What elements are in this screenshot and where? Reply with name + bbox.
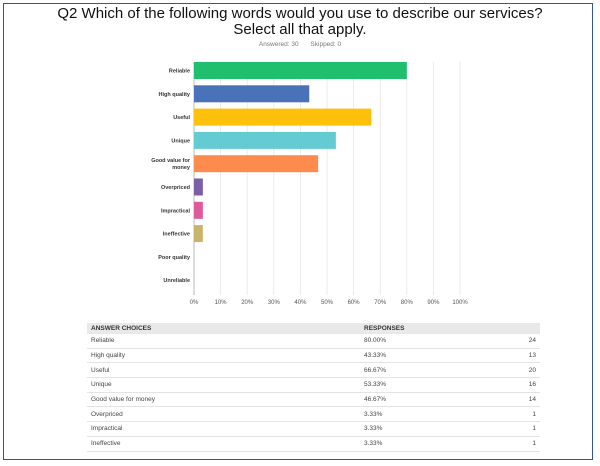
table-row: Good value for money 46.67% 14	[87, 392, 540, 408]
category-label: Unique	[171, 138, 190, 144]
response-summary: Answered: 30 Skipped: 0	[0, 41, 600, 48]
category-label: Overpriced	[161, 185, 190, 191]
response-count-cell: 1	[488, 421, 540, 437]
x-tick-label: 50%	[321, 300, 334, 306]
question-title: Q2 Which of the following words would yo…	[0, 6, 600, 38]
answer-choice-cell: Impractical	[87, 421, 360, 437]
response-percent-cell: 3.33%	[360, 406, 488, 423]
skipped-count: Skipped: 0	[310, 41, 342, 48]
response-percent-cell: 43.33%	[360, 348, 488, 364]
x-tick-label: 40%	[294, 300, 307, 306]
table-row: Impractical 3.33% 1	[87, 421, 540, 437]
category-label: Impractical	[161, 208, 191, 214]
response-count-cell: 16	[488, 377, 540, 393]
response-percent-cell: 46.67%	[360, 392, 488, 408]
response-percent-cell: 3.33%	[360, 436, 488, 452]
x-tick-label: 10%	[215, 300, 228, 306]
x-tick-label: 30%	[268, 300, 281, 306]
header-count	[488, 323, 540, 334]
x-tick-label: 100%	[452, 300, 468, 306]
bar	[194, 62, 407, 79]
bar	[194, 108, 372, 126]
response-percent-cell: 53.33%	[360, 377, 488, 393]
table-row: Useful 66.67% 20	[87, 362, 540, 379]
response-count-cell: 24	[488, 334, 540, 349]
response-count-cell: 13	[488, 348, 540, 364]
header-answer-choices: ANSWER CHOICES	[87, 323, 360, 334]
header-responses: RESPONSES	[360, 323, 488, 334]
category-label: Good value for money	[151, 158, 191, 171]
bar	[194, 225, 203, 243]
bar-chart: 0% 10% 20% 30% 40% 50% 60% 70% 80% 90% 100% Reliabl…	[151, 62, 468, 306]
response-count-cell: 14	[488, 392, 540, 408]
category-label: Useful	[173, 115, 190, 121]
answer-choice-cell: High quality	[87, 348, 360, 364]
table-row: High quality 43.33% 13	[87, 348, 540, 364]
answered-count: Answered: 30	[258, 41, 299, 48]
question-title-line-1: Q2 Which of the following words would yo…	[57, 5, 543, 22]
x-tick-label: 70%	[374, 300, 387, 306]
question-title-line-2: Select all that apply.	[233, 21, 367, 38]
response-percent-cell: 80.00%	[360, 334, 488, 349]
answer-choice-cell: Reliable	[87, 334, 360, 349]
bar	[194, 178, 203, 196]
table-row: Overpriced 3.33% 1	[87, 406, 540, 423]
answer-table: ANSWER CHOICES RESPONSES Reliable 80.00% 2…	[87, 323, 540, 452]
response-count-cell: 1	[488, 436, 540, 452]
response-percent-cell: 66.67%	[360, 362, 488, 379]
category-label: High quality	[159, 92, 191, 98]
bar	[194, 131, 336, 149]
x-tick-label: 20%	[241, 300, 254, 306]
table-row: Unique 53.33% 16	[87, 377, 540, 393]
bar	[194, 155, 319, 173]
response-count-cell: 1	[488, 406, 540, 423]
x-tick-label: 90%	[427, 300, 440, 306]
bar	[194, 85, 310, 103]
category-label: Reliable	[169, 69, 190, 75]
bar	[194, 201, 203, 219]
x-tick-label: 0%	[190, 300, 199, 306]
x-tick-label: 80%	[401, 300, 414, 306]
table-row: Ineffective 3.33% 1	[87, 436, 540, 452]
x-tick-label: 60%	[348, 300, 361, 306]
answer-choice-cell: Unique	[87, 377, 360, 393]
response-percent-cell: 3.33%	[360, 421, 488, 437]
response-count-cell: 20	[488, 362, 540, 379]
answer-choice-cell: Good value for money	[87, 392, 360, 408]
category-label: Ineffective	[163, 232, 190, 238]
category-label: Unreliable	[163, 278, 190, 284]
answer-choice-cell: Overpriced	[87, 406, 360, 423]
answer-choice-cell: Ineffective	[87, 436, 360, 452]
answer-table-header: ANSWER CHOICES RESPONSES	[87, 323, 540, 334]
table-row: Reliable 80.00% 24	[87, 334, 540, 349]
category-label: Poor quality	[158, 255, 191, 261]
answer-choice-cell: Useful	[87, 362, 360, 379]
